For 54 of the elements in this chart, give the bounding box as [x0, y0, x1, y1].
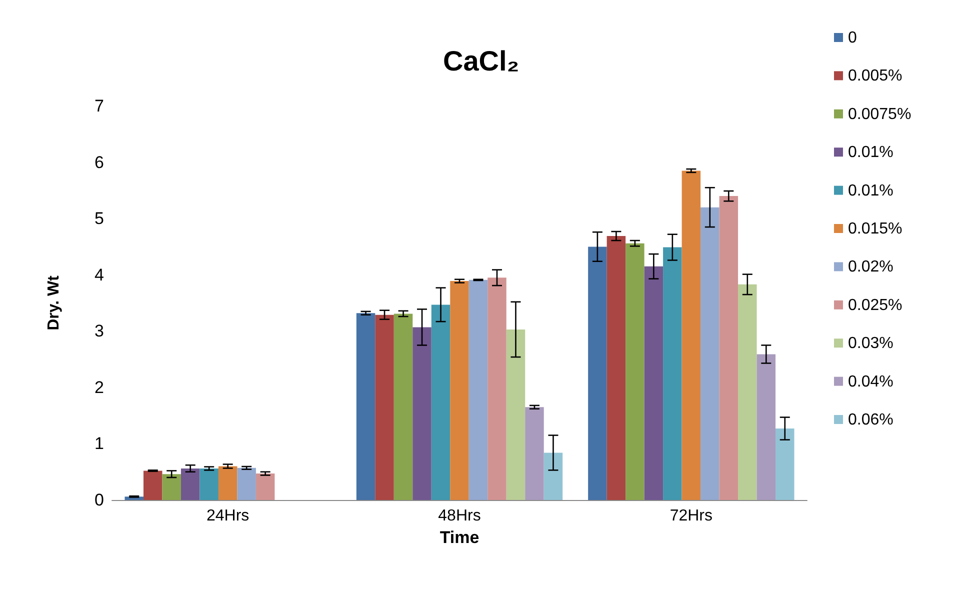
bar	[468, 280, 488, 500]
bar	[488, 278, 506, 500]
x-tick-label: 24Hrs	[206, 508, 250, 524]
legend-label: 0.025%	[848, 296, 902, 314]
bar	[162, 474, 181, 500]
bar	[200, 468, 218, 500]
y-tick-label: 3	[94, 322, 104, 341]
bar	[394, 314, 413, 500]
legend-label: 0.005%	[848, 68, 902, 85]
y-tick-label: 2	[94, 378, 104, 397]
y-tick-label: 5	[94, 209, 104, 228]
y-tick-label: 1	[94, 434, 104, 454]
bar	[544, 452, 563, 500]
bar	[180, 468, 200, 500]
legend-label: 0.02%	[848, 258, 894, 276]
x-tick-label: 72Hrs	[670, 508, 713, 524]
bar	[506, 329, 526, 500]
legend-label: 0.015%	[848, 220, 902, 238]
bar	[412, 327, 432, 500]
legend-label: 0.06%	[848, 412, 894, 428]
bar	[431, 304, 450, 500]
bar	[700, 207, 720, 500]
y-axis-title: Dry. Wt	[46, 274, 62, 330]
bar	[663, 247, 682, 500]
chart-title: CaCl₂	[443, 46, 520, 76]
bar	[143, 470, 162, 500]
bar	[682, 170, 701, 500]
legend-label: 0.01%	[848, 182, 894, 200]
bar	[218, 466, 238, 500]
bar	[256, 474, 275, 500]
bar	[237, 468, 256, 500]
legend-label: 0.01%	[848, 144, 894, 162]
y-tick-label: 0	[94, 490, 104, 510]
bar	[644, 266, 664, 500]
x-axis-title: Time	[440, 528, 480, 547]
legend-label: 0.04%	[848, 373, 894, 390]
bar	[738, 284, 757, 500]
y-tick-label: 7	[94, 96, 104, 116]
bar	[756, 354, 776, 500]
bar	[356, 313, 376, 500]
bar	[626, 243, 644, 500]
bar	[525, 407, 544, 500]
x-tick-label: 48Hrs	[438, 508, 481, 524]
y-tick-label: 6	[94, 152, 104, 172]
bar	[606, 236, 626, 500]
legend-label: 0.03%	[848, 335, 894, 352]
bar	[450, 281, 469, 500]
bar	[719, 196, 738, 500]
y-tick-label: 4	[94, 265, 104, 284]
legend-label: 0	[848, 30, 857, 46]
legend-label: 0.0075%	[848, 106, 912, 123]
bar	[588, 246, 607, 500]
bar	[776, 428, 794, 500]
bar	[375, 314, 394, 500]
